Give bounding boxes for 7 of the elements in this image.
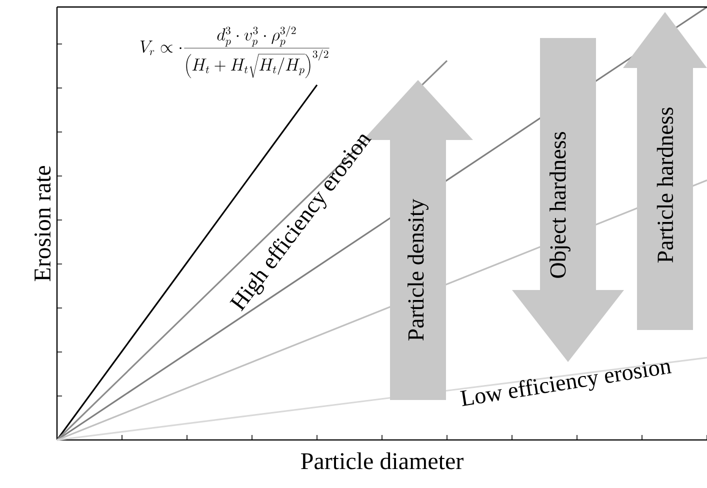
annotation: Particle hardness xyxy=(656,108,674,263)
x-axis-title: Particle diameter xyxy=(301,452,464,470)
annotation: Particle density xyxy=(408,198,428,341)
y-axis-title: Erosion rate xyxy=(34,166,51,282)
annotation: Low efficiency erosion xyxy=(460,362,672,406)
annotation: Object hardness xyxy=(550,132,570,278)
annotation: $V_r \propto \cdot \frac{d_p^3 \cdot v_p^3 \cdot \rho_p^{3/2}}{\left(H_t + H_t\sqrt{H_t/H_p}\right)^{3/2}}$ xyxy=(140,26,330,78)
